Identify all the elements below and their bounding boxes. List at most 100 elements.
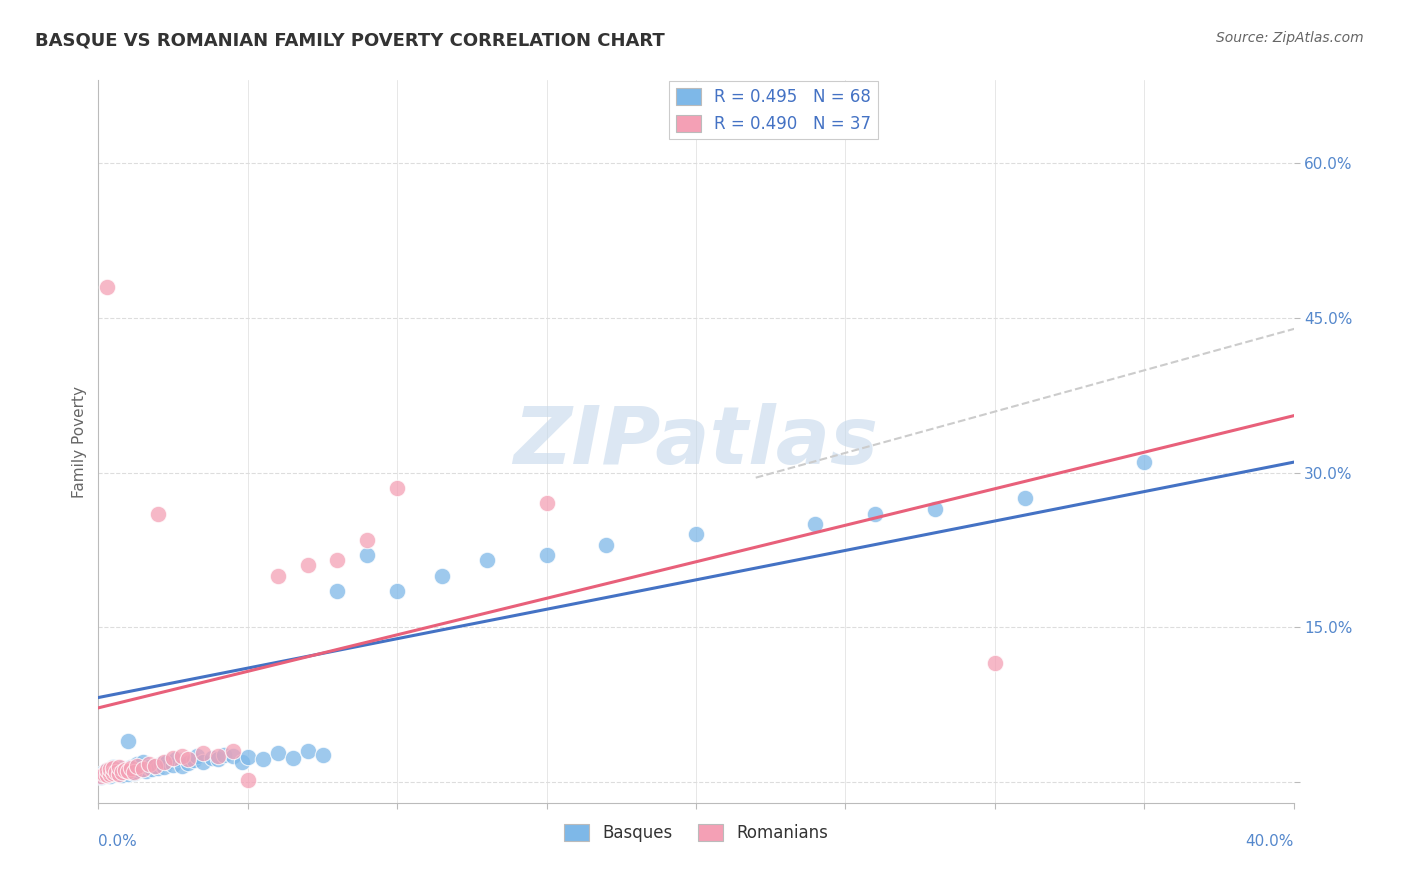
Text: BASQUE VS ROMANIAN FAMILY POVERTY CORRELATION CHART: BASQUE VS ROMANIAN FAMILY POVERTY CORREL… (35, 31, 665, 49)
Point (98, 769, 122, 783)
Point (186, 749, 208, 764)
Point (93, 767, 115, 781)
Point (111, 764, 134, 779)
Point (1133, 455, 1156, 469)
Point (132, 755, 155, 769)
Point (281, 751, 304, 765)
Point (96, 763, 118, 777)
Point (536, 496, 558, 510)
Point (172, 749, 194, 764)
Point (177, 752, 200, 766)
Point (111, 768, 134, 782)
Point (297, 558, 319, 573)
Point (207, 749, 229, 764)
Text: ZIPatlas: ZIPatlas (513, 402, 879, 481)
Point (103, 765, 125, 780)
Y-axis label: Family Poverty: Family Poverty (72, 385, 87, 498)
Point (138, 760, 160, 774)
Point (132, 762, 155, 776)
Point (98, 767, 122, 781)
Point (103, 761, 125, 775)
Point (356, 533, 378, 547)
Point (98, 762, 122, 776)
Point (222, 749, 245, 764)
Point (127, 756, 149, 771)
Point (108, 767, 131, 781)
Point (236, 750, 259, 764)
Point (127, 764, 149, 778)
Point (96, 279, 118, 293)
Point (117, 763, 139, 777)
Point (201, 751, 224, 765)
Point (267, 568, 290, 582)
Point (153, 760, 176, 774)
Point (326, 553, 349, 567)
Point (111, 761, 134, 775)
Point (212, 748, 235, 763)
Point (267, 746, 290, 760)
Point (685, 527, 707, 541)
Point (984, 657, 1007, 671)
Point (96, 768, 118, 782)
Point (162, 751, 184, 765)
Point (108, 767, 131, 781)
Point (98, 764, 122, 778)
Point (804, 517, 827, 532)
Point (108, 763, 131, 777)
Point (108, 760, 131, 774)
Point (120, 761, 142, 775)
Point (117, 734, 139, 748)
Point (135, 764, 157, 778)
Point (177, 756, 200, 770)
Point (117, 764, 139, 778)
Point (103, 760, 125, 774)
Point (127, 758, 149, 772)
Point (172, 758, 194, 772)
Point (1014, 491, 1036, 506)
Point (124, 764, 146, 779)
Point (120, 764, 142, 779)
Point (105, 762, 128, 776)
Point (93, 764, 115, 779)
Point (924, 501, 946, 516)
Point (326, 584, 349, 599)
Point (162, 757, 184, 772)
Point (132, 762, 155, 776)
Point (93, 768, 115, 782)
Point (141, 762, 163, 776)
Point (96, 763, 118, 777)
Point (150, 756, 173, 771)
Point (475, 553, 498, 567)
Point (356, 548, 378, 562)
Point (156, 755, 179, 769)
Point (96, 767, 118, 781)
Point (183, 754, 205, 768)
Point (114, 764, 136, 779)
Point (138, 756, 160, 771)
Text: Source: ZipAtlas.com: Source: ZipAtlas.com (1216, 31, 1364, 45)
Point (385, 584, 409, 599)
Point (114, 763, 136, 777)
Point (105, 764, 128, 779)
Point (207, 752, 229, 766)
Point (129, 763, 152, 777)
Point (124, 761, 146, 775)
Point (120, 760, 142, 774)
Text: 0.0%: 0.0% (98, 834, 138, 849)
Point (153, 755, 176, 769)
Point (143, 758, 166, 772)
Point (165, 752, 187, 766)
Point (191, 755, 214, 769)
Point (430, 568, 453, 582)
Point (222, 744, 245, 758)
Point (90, 769, 112, 783)
Point (865, 507, 887, 521)
Point (231, 755, 253, 769)
Point (143, 758, 166, 772)
Point (105, 764, 128, 779)
Point (236, 773, 259, 788)
Point (311, 748, 333, 763)
Point (103, 765, 125, 780)
Point (297, 744, 319, 758)
Point (252, 752, 274, 766)
